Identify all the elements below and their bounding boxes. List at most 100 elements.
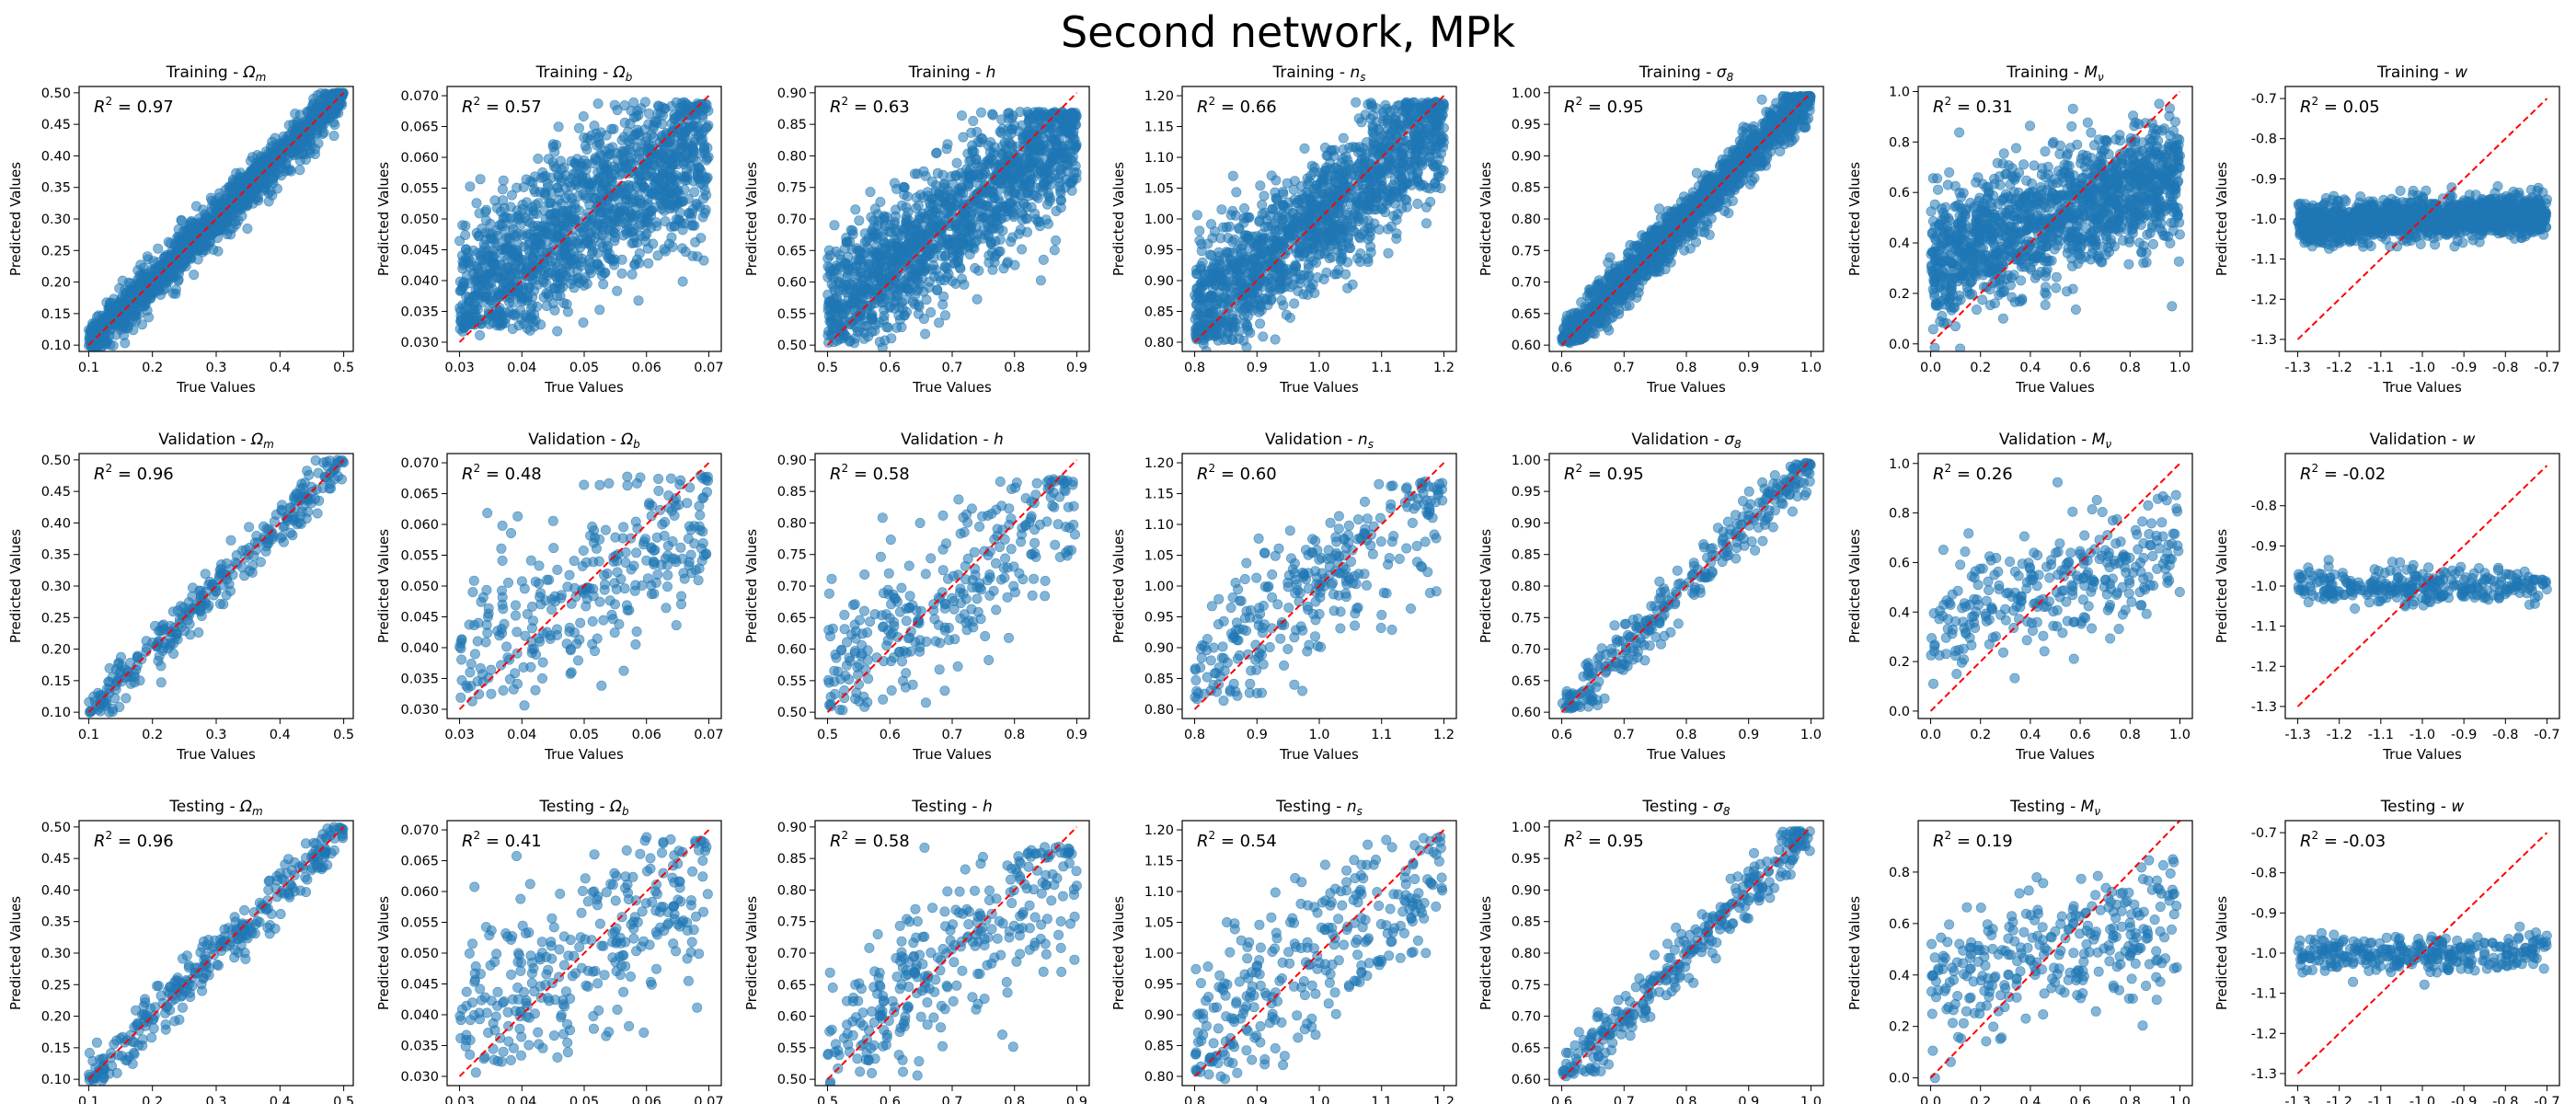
scatter-point <box>259 185 270 196</box>
scatter-point <box>1015 224 1026 236</box>
scatter-point <box>555 290 566 301</box>
scatter-point <box>251 161 262 172</box>
scatter-point <box>170 284 181 295</box>
scatter-point <box>1022 188 1033 199</box>
scatter-point <box>856 254 867 265</box>
scatter-point <box>1006 207 1018 218</box>
scatter-point <box>498 175 509 186</box>
scatter-point <box>891 244 903 255</box>
scatter-point <box>646 205 657 216</box>
scatter-point <box>458 320 469 331</box>
x-tick-label: 0.04 <box>507 361 536 375</box>
scatter-point <box>1035 275 1046 286</box>
scatter-point <box>104 302 115 313</box>
scatter-point <box>1008 194 1019 205</box>
scatter-point <box>597 221 608 232</box>
scatter-point <box>535 172 546 183</box>
scatter-point <box>140 269 151 280</box>
scatter-point <box>997 123 1008 134</box>
scatter-point <box>945 237 956 248</box>
scatter-point <box>489 195 500 206</box>
scatter-point <box>677 243 688 254</box>
scatter-point <box>553 121 564 132</box>
scatter-point <box>673 151 684 162</box>
scatter-points <box>1190 97 1449 351</box>
scatter-point <box>190 244 201 255</box>
scatter-point <box>865 187 876 198</box>
scatter-point <box>983 201 994 212</box>
scatter-point <box>628 97 639 108</box>
scatter-point <box>963 219 974 230</box>
scatter-point <box>699 185 710 196</box>
scatter-point <box>891 322 903 333</box>
scatter-point <box>698 104 709 115</box>
scatter-point <box>829 220 840 231</box>
scatter-point <box>1042 199 1053 210</box>
scatter-point <box>952 257 963 268</box>
scatter-point <box>316 115 327 126</box>
scatter-point <box>480 207 491 218</box>
scatter-point <box>692 251 703 262</box>
scatter-point <box>513 214 524 225</box>
scatter-point <box>189 270 200 281</box>
y-tick-label: 0.65 <box>777 244 807 259</box>
scatter-point <box>612 285 623 296</box>
scatter-point <box>996 114 1007 125</box>
scatter-point <box>560 192 571 203</box>
scatter-point <box>633 295 644 306</box>
scatter-point <box>240 170 251 181</box>
scatter-point <box>628 212 639 223</box>
r2-annotation: R2 = 0.63 <box>830 95 910 117</box>
scatter-point <box>918 313 929 324</box>
scatter-point <box>833 304 844 315</box>
scatter-point <box>512 256 523 267</box>
scatter-point <box>1026 173 1037 184</box>
scatter-point <box>1421 218 1432 229</box>
scatter-panel-training-ns: 0.8 0.9 1.0 1.1 1.20.800.850.900.951.001.051… <box>1110 63 1457 396</box>
scatter-point <box>957 110 968 121</box>
scatter-point <box>976 107 987 118</box>
scatter-point <box>454 236 466 247</box>
scatter-point <box>559 270 570 281</box>
scatter-point <box>928 260 939 271</box>
scatter-point <box>627 158 638 169</box>
scatter-point <box>890 234 901 245</box>
scatter-point <box>538 292 549 303</box>
y-tick-label: 0.50 <box>41 86 71 101</box>
scatter-point <box>920 328 931 339</box>
scatter-point <box>918 166 929 177</box>
scatter-point <box>937 250 948 261</box>
scatter-point <box>326 98 337 109</box>
scatter-point <box>150 286 161 297</box>
scatter-point <box>233 190 244 201</box>
scatter-point <box>941 200 952 211</box>
scatter-point <box>639 231 650 242</box>
scatter-point <box>925 224 936 235</box>
x-tick-label: 0.05 <box>569 361 599 375</box>
scatter-point <box>613 184 624 195</box>
scatter-point <box>1032 192 1043 203</box>
scatter-point <box>581 278 592 289</box>
scatter-point <box>956 181 967 192</box>
scatter-point <box>94 339 105 351</box>
scatter-point <box>473 316 484 327</box>
scatter-point <box>686 143 697 154</box>
scatter-point <box>951 157 962 168</box>
r2-annotation: R2 = 0.57 <box>462 95 542 117</box>
y-tick-label: 0.15 <box>41 307 71 322</box>
scatter-point <box>477 224 488 235</box>
scatter-point <box>648 238 659 249</box>
scatter-point <box>552 326 563 337</box>
x-tick-label: 0.06 <box>632 361 661 375</box>
scatter-point <box>868 215 880 226</box>
scatter-point <box>329 120 340 131</box>
panel-title: Training - Ωm <box>166 63 267 84</box>
scatter-point <box>1239 203 1250 214</box>
scatter-point <box>608 218 619 229</box>
scatter-point <box>957 171 968 182</box>
x-tick-label: 0.5 <box>817 361 838 375</box>
scatter-point <box>1037 172 1048 183</box>
scatter-point <box>849 315 860 326</box>
scatter-point <box>541 300 552 311</box>
scatter-point <box>604 254 615 265</box>
